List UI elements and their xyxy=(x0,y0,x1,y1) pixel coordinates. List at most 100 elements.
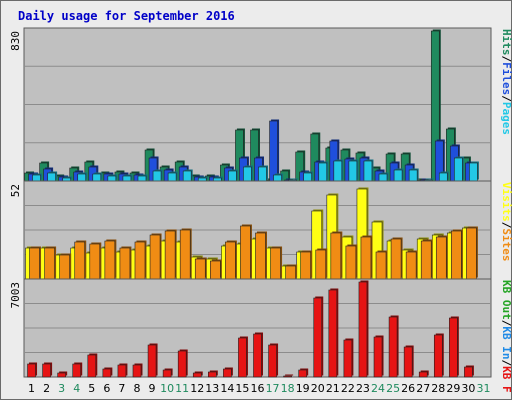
x-tick-label-day-23: 23 xyxy=(356,382,370,395)
bar-sites-day-27 xyxy=(420,240,432,280)
bar-sites-day-30 xyxy=(466,227,477,280)
bar-kb-f-day-22 xyxy=(343,339,353,378)
bar-sites-day-22 xyxy=(345,245,357,280)
x-tick-label-day-25: 25 xyxy=(386,382,400,395)
bar-sites-day-12 xyxy=(194,258,206,280)
panel-3-max-label: 7003 xyxy=(9,282,22,309)
x-tick-label-day-12: 12 xyxy=(190,382,204,395)
bar-pages-day-22 xyxy=(348,160,358,182)
bar-sites-day-26 xyxy=(405,251,417,280)
bar-pages-day-1 xyxy=(32,174,41,182)
bar-kb-f-day-9 xyxy=(147,344,157,378)
bar-sites-day-16 xyxy=(255,232,266,280)
bar-sites-day-1 xyxy=(29,247,40,280)
bar-sites-day-23 xyxy=(360,236,372,280)
bar-sites-day-11 xyxy=(179,229,191,280)
bar-kb-f-day-11 xyxy=(177,350,187,378)
bar-pages-day-17 xyxy=(273,174,282,182)
bar-kb-f-day-18-depth xyxy=(285,374,294,376)
bar-kb-f-day-6 xyxy=(102,368,112,378)
bar-kb-f-day-30 xyxy=(464,366,473,378)
bar-sites-day-7 xyxy=(119,247,131,280)
legend-entry: Visits xyxy=(500,182,512,222)
bar-kb-f-day-4 xyxy=(72,363,82,378)
bar-pages-day-20 xyxy=(318,162,328,182)
bar-sites-day-18 xyxy=(285,265,296,280)
bar-pages-day-16 xyxy=(258,166,267,182)
bar-sites-day-2 xyxy=(44,247,55,280)
bar-pages-day-15 xyxy=(243,166,252,182)
bar-kb-f-day-28 xyxy=(433,334,443,378)
bar-pages-day-6 xyxy=(107,175,117,182)
bar-kb-f-day-19 xyxy=(298,369,307,378)
x-tick-label-day-26: 26 xyxy=(401,382,415,395)
panel-2-legend: Visits/Sites xyxy=(500,182,512,262)
bar-sites-day-20 xyxy=(315,249,327,280)
x-tick-label-day-31: 31 xyxy=(476,382,490,395)
legend-entry: / xyxy=(500,320,512,327)
legend-entry: Sites xyxy=(500,228,512,261)
legend-entry: / xyxy=(500,222,512,229)
bar-kb-f-day-18 xyxy=(283,375,292,378)
bar-pages-day-30 xyxy=(469,162,478,182)
bar-kb-f-day-25 xyxy=(388,316,398,378)
bar-kb-f-day-12 xyxy=(192,372,202,378)
bar-sites-day-8 xyxy=(134,241,146,280)
bar-sites-day-29 xyxy=(451,230,462,280)
bar-sites-day-24 xyxy=(375,251,387,280)
bar-kb-f-day-16 xyxy=(253,333,262,378)
x-tick-label-day-15: 15 xyxy=(235,382,249,395)
x-tick-label-day-9: 9 xyxy=(149,382,156,395)
bar-sites-day-6 xyxy=(104,240,116,280)
bar-kb-f-day-5 xyxy=(87,354,97,378)
x-tick-label-day-17: 17 xyxy=(266,382,280,395)
x-tick-label-day-1: 1 xyxy=(28,382,35,395)
x-tick-label-day-11: 11 xyxy=(175,382,189,395)
legend-entry: / xyxy=(500,56,512,63)
bar-kb-f-day-13 xyxy=(208,371,217,378)
x-tick-label-day-30: 30 xyxy=(461,382,475,395)
bar-kb-f-day-27 xyxy=(418,371,428,378)
x-tick-label-day-8: 8 xyxy=(133,382,140,395)
x-tick-label-day-29: 29 xyxy=(446,382,460,395)
x-tick-label-day-19: 19 xyxy=(296,382,310,395)
bar-pages-day-11 xyxy=(182,170,192,182)
bar-pages-day-25 xyxy=(393,169,403,182)
bar-kb-f-day-8 xyxy=(132,364,142,378)
bar-pages-day-29 xyxy=(454,157,463,182)
bar-pages-day-7 xyxy=(122,175,132,182)
bar-sites-day-3 xyxy=(59,254,70,280)
x-tick-label-day-13: 13 xyxy=(205,382,219,395)
bar-kb-f-day-20 xyxy=(313,297,323,378)
bar-kb-f-day-23 xyxy=(358,281,368,378)
bar-pages-day-5 xyxy=(92,173,102,182)
x-tick-label-day-10: 10 xyxy=(160,382,174,395)
bar-pages-day-18-depth xyxy=(290,178,299,180)
x-tick-label-day-20: 20 xyxy=(311,382,325,395)
bar-sites-day-10 xyxy=(164,230,176,280)
x-tick-label-day-14: 14 xyxy=(220,382,234,395)
panel-3-legend: KB Out/KB In/KB F xyxy=(500,280,512,393)
bar-pages-day-23 xyxy=(363,160,373,182)
bar-kb-f-day-15 xyxy=(238,337,247,378)
x-tick-label-day-3: 3 xyxy=(58,382,65,395)
legend-entry: Pages xyxy=(500,102,512,135)
bar-sites-day-9 xyxy=(149,234,161,280)
bar-kb-f-day-26 xyxy=(403,346,413,378)
bar-kb-f-day-29 xyxy=(449,317,458,378)
legend-entry: KB In xyxy=(500,326,512,359)
bar-pages-day-19 xyxy=(303,172,312,182)
bar-pages-day-2 xyxy=(47,172,56,182)
x-tick-label-day-24: 24 xyxy=(371,382,385,395)
bar-sites-day-13 xyxy=(210,260,221,280)
bar-kb-f-day-7 xyxy=(117,364,127,378)
x-tick-label-day-28: 28 xyxy=(431,382,445,395)
panel-2-max-label: 52 xyxy=(9,184,22,197)
bar-kb-f-day-1 xyxy=(27,363,36,378)
bar-sites-day-4 xyxy=(74,241,86,280)
bar-sites-day-19 xyxy=(300,251,311,280)
bar-kb-f-day-24 xyxy=(373,336,383,378)
bar-kb-f-day-17 xyxy=(268,344,277,378)
legend-entry: Hits xyxy=(500,29,512,56)
